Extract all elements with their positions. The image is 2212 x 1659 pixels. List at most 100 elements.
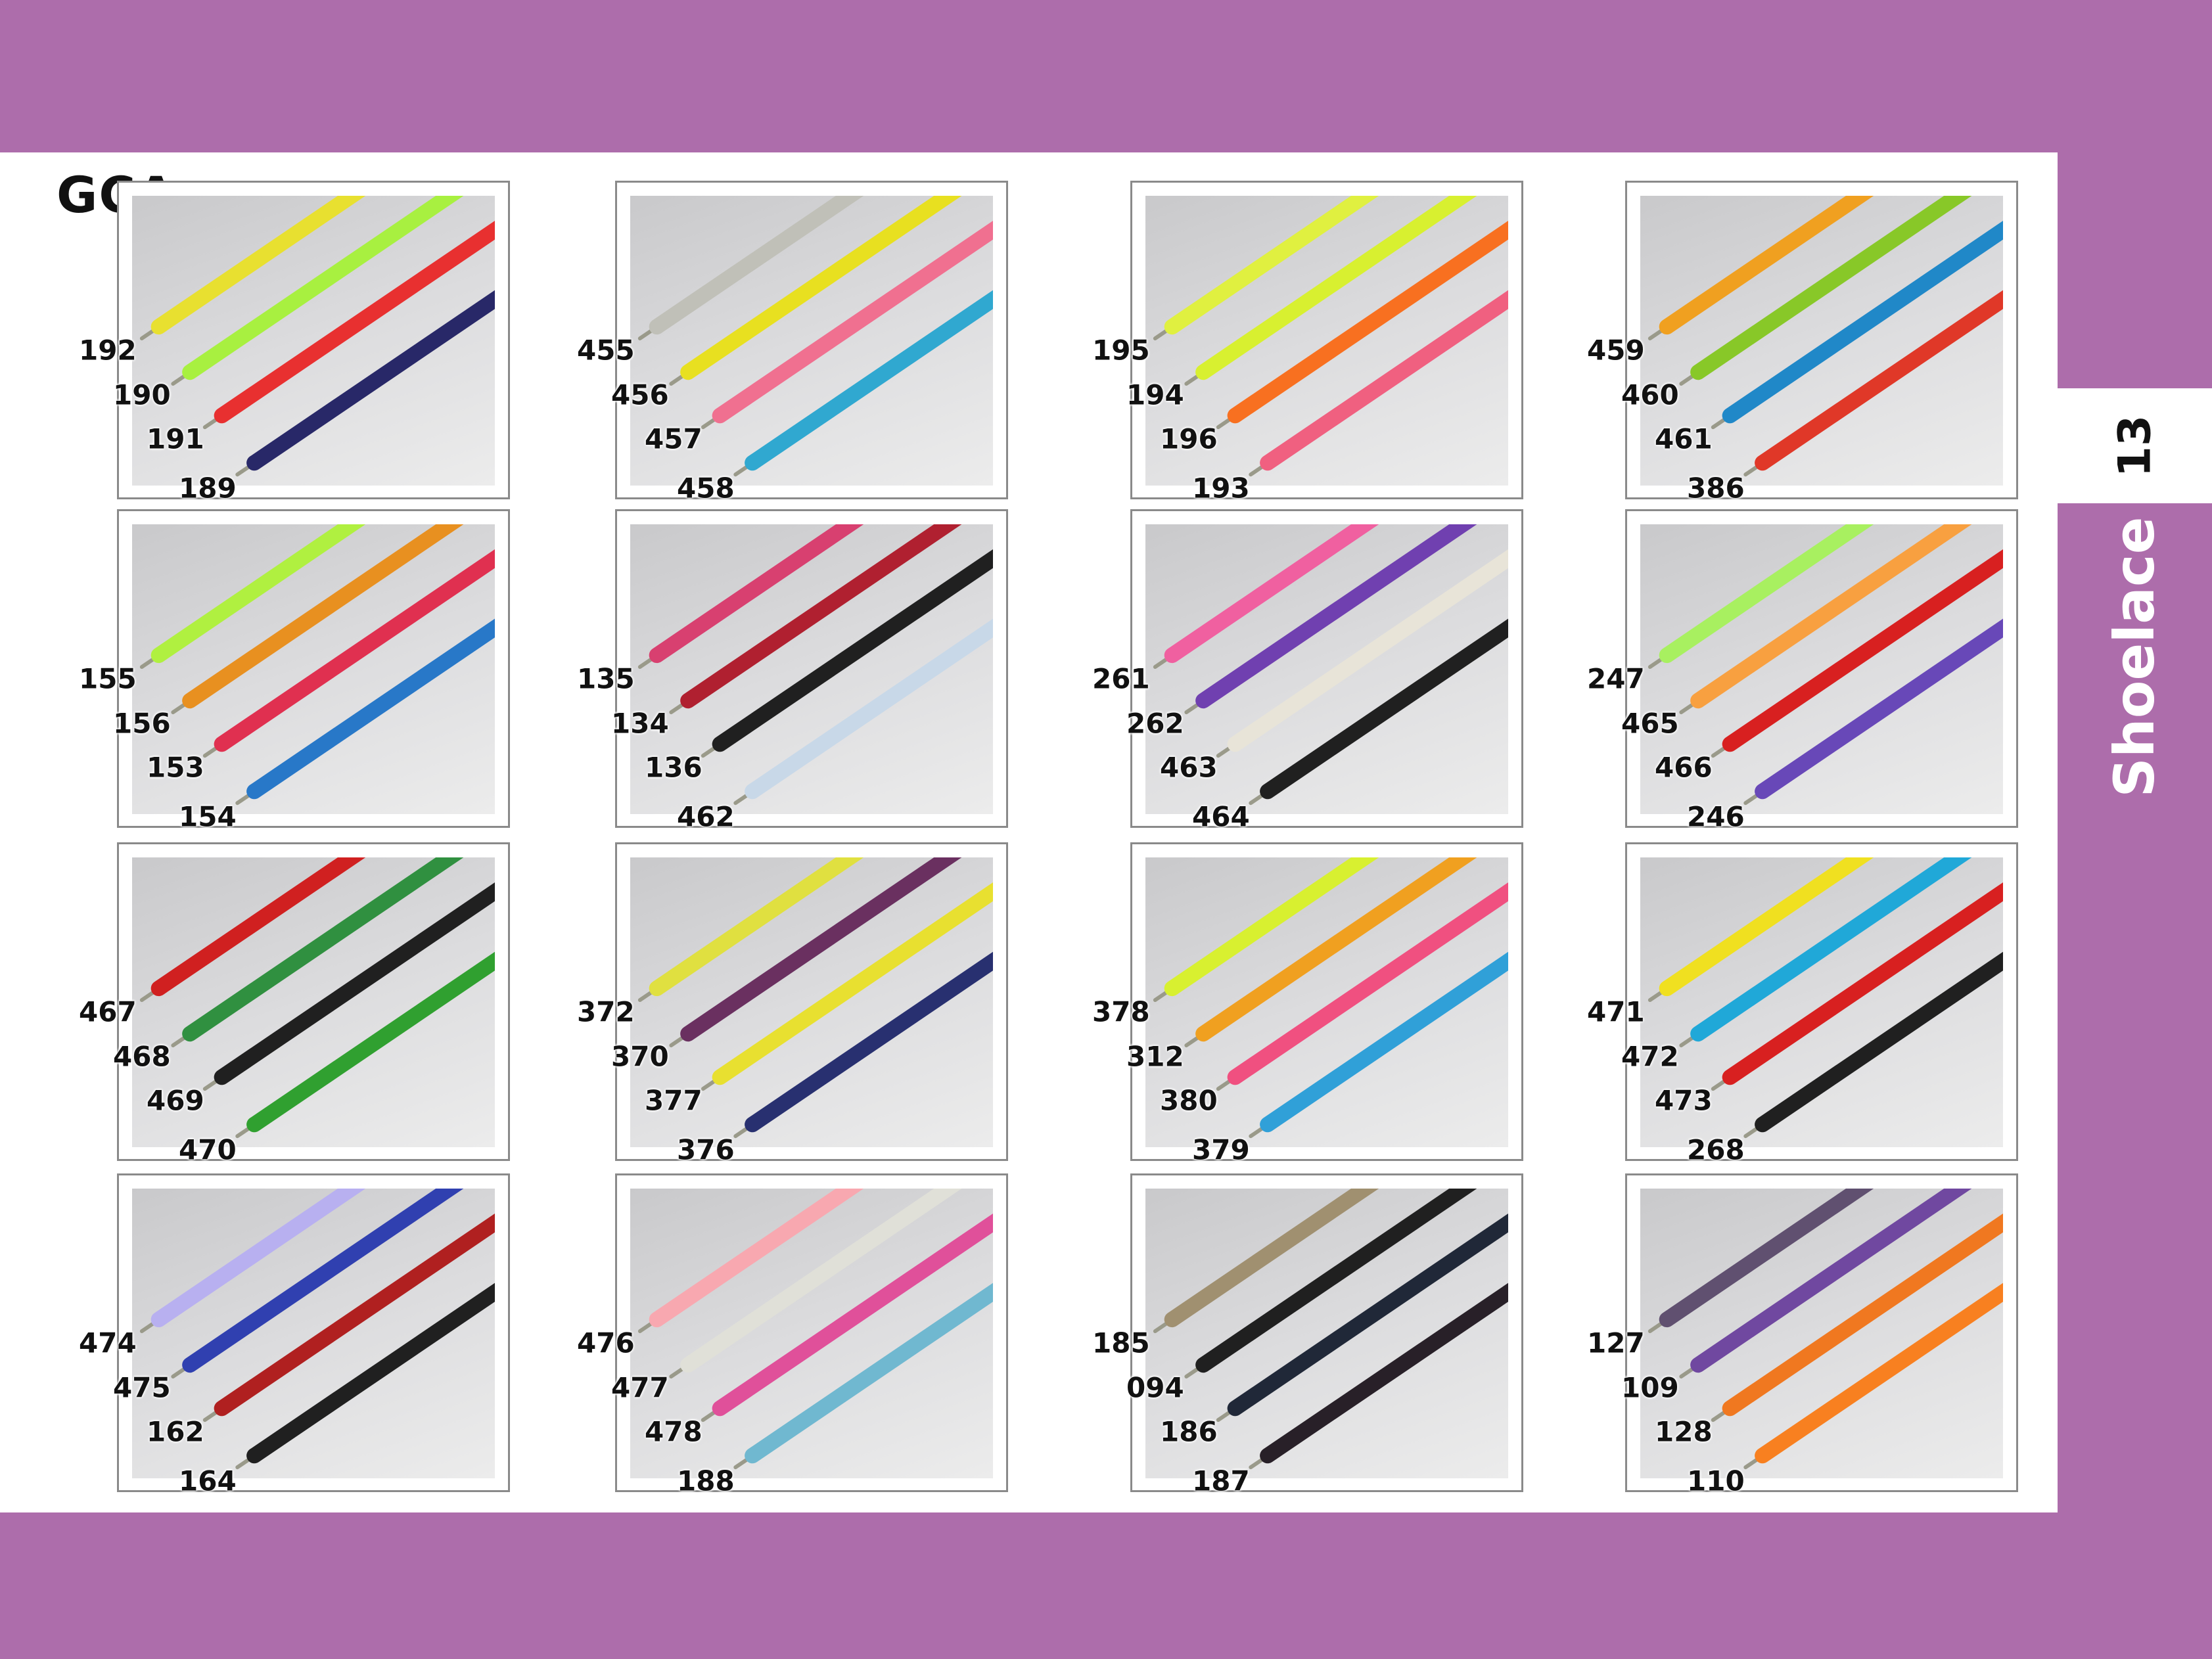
shoelace (1743, 951, 2003, 1139)
shoelace (1184, 196, 1477, 386)
lace-body (1755, 951, 2003, 1133)
product-code: 185 (1092, 1327, 1150, 1359)
shoelace (1679, 1189, 1972, 1379)
product-card (1130, 842, 1523, 1161)
product-code: 468 (113, 1040, 171, 1073)
shoelace (1711, 549, 2003, 758)
lace-body (214, 1214, 495, 1417)
product-code: 370 (611, 1040, 669, 1073)
product-code: 462 (677, 800, 735, 833)
shoelace (1647, 524, 1874, 670)
shoelace (171, 524, 464, 715)
shoelace (669, 857, 962, 1048)
product-card (1625, 842, 2018, 1161)
shoelace (139, 524, 366, 670)
page-number-box: 13 (2058, 388, 2212, 503)
product-card (117, 509, 510, 828)
lace-body (246, 1283, 495, 1464)
shoelace (139, 1189, 366, 1334)
lace-body (1260, 290, 1508, 471)
lace-body (150, 524, 366, 664)
lace-body (1195, 857, 1477, 1042)
product-code: 193 (1192, 472, 1250, 505)
lace-body (1722, 1214, 2003, 1417)
shoelace (1216, 221, 1508, 430)
shoelace (1249, 1283, 1508, 1470)
lace-body (712, 221, 993, 424)
lace-body (246, 951, 495, 1133)
product-code: 372 (577, 995, 635, 1028)
shoelace (1647, 857, 1874, 1003)
shoelace (733, 951, 993, 1139)
product-code: 109 (1621, 1371, 1679, 1404)
shoelace (637, 524, 864, 670)
lace-body (1690, 857, 1972, 1042)
product-code: 379 (1192, 1133, 1250, 1166)
lace-body (712, 549, 993, 752)
shoelace (1153, 857, 1379, 1003)
product-code: 461 (1655, 422, 1713, 455)
shoelace (637, 857, 864, 1003)
shoelace (139, 196, 366, 341)
product-code: 466 (1655, 751, 1713, 784)
shoelace (202, 1214, 495, 1422)
lace-body (246, 618, 495, 800)
product-code: 127 (1587, 1327, 1645, 1359)
product-code: 153 (147, 751, 204, 784)
lace-body (745, 1283, 993, 1464)
product-code: 194 (1126, 378, 1184, 411)
product-code: 192 (79, 334, 137, 367)
product-photo (1145, 1189, 1508, 1478)
product-code: 470 (179, 1133, 237, 1166)
shoelace (1249, 290, 1508, 477)
product-card (117, 181, 510, 499)
product-card (117, 842, 510, 1161)
product-photo (132, 524, 495, 814)
shoelace (1711, 221, 2003, 430)
shoelace (1679, 857, 1972, 1048)
product-code: 189 (179, 472, 237, 505)
shoelace (1153, 524, 1379, 670)
product-photo (132, 196, 495, 486)
product-code: 458 (677, 472, 735, 505)
product-code: 261 (1092, 662, 1150, 695)
lace-body (712, 1214, 993, 1417)
lace-body (150, 857, 366, 997)
product-photo (1145, 196, 1508, 486)
product-card (615, 181, 1008, 499)
product-photo (630, 196, 993, 486)
product-code: 312 (1126, 1040, 1184, 1073)
product-code: 474 (79, 1327, 137, 1359)
product-card (1130, 509, 1523, 828)
lace-body (712, 882, 993, 1085)
lace-body (649, 857, 864, 997)
shoelace (1249, 951, 1508, 1139)
product-code: 386 (1687, 472, 1745, 505)
product-card (1625, 1173, 2018, 1492)
page-number: 13 (2109, 415, 2161, 477)
shoelace (1679, 196, 1972, 386)
product-photo (1640, 524, 2003, 814)
lace-body (745, 951, 993, 1133)
lace-body (1659, 1189, 1874, 1328)
product-photo (630, 1189, 993, 1478)
lace-body (1195, 1189, 1477, 1373)
shoelace (1184, 524, 1477, 715)
product-code: 471 (1587, 995, 1645, 1028)
lace-body (1690, 196, 1972, 380)
lace-body (1260, 951, 1508, 1133)
lace-body (1659, 196, 1874, 335)
lace-body (246, 290, 495, 471)
shoelace (1679, 524, 1972, 715)
lace-body (214, 882, 495, 1085)
lace-body (1755, 618, 2003, 800)
shoelace (171, 196, 464, 386)
shoelace (733, 1283, 993, 1470)
lace-body (1164, 1189, 1379, 1328)
product-card (615, 1173, 1008, 1492)
product-code: 156 (113, 707, 171, 740)
lace-body (182, 196, 464, 380)
product-code: 135 (577, 662, 635, 695)
shoelace (202, 221, 495, 430)
shoelace (637, 1189, 864, 1334)
